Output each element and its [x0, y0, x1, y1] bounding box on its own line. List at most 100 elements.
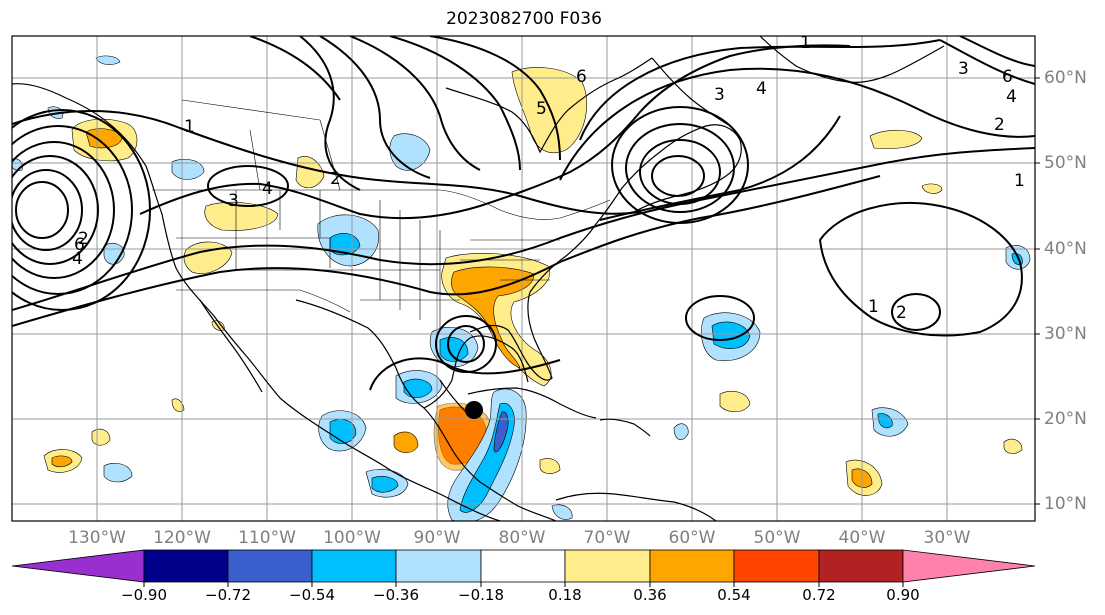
colorbar-tick-label: 0.90 [886, 586, 920, 604]
coast-gulf [295, 299, 529, 409]
contour-pacific-low-4 [12, 155, 99, 265]
warm-anomaly-atlantic-1 [921, 183, 943, 194]
contour-lines [12, 36, 1035, 391]
lon-tick-label: 130°W [68, 528, 126, 548]
cool-anomaly-gulf-core [439, 337, 469, 362]
colorbar-over-triangle [902, 549, 1036, 583]
coast-labrador [651, 57, 731, 127]
contour-label: 1 [184, 117, 195, 137]
coast-hudson [445, 57, 653, 154]
contour-label: 4 [262, 179, 273, 199]
contour-label: 3 [958, 59, 969, 79]
coast-yucatan [439, 379, 467, 413]
coast-baja [199, 299, 263, 393]
contour-jet-2 [12, 147, 1035, 311]
graticule [12, 36, 1035, 521]
contour-label: 4 [1006, 87, 1017, 107]
coast-cuba [467, 387, 597, 419]
coast-sa [555, 492, 717, 521]
contour-jet-4 [139, 44, 851, 220]
contour-ne-low-1 [611, 106, 749, 224]
colorbar-tick-label: −0.72 [205, 586, 251, 604]
colorbar-segment [143, 549, 229, 583]
contour-jet-10 [249, 36, 341, 101]
coast-florida [469, 291, 553, 381]
contour-ne-low-3 [639, 139, 721, 205]
coast-pacific-alaska [12, 83, 501, 521]
contour-atlantic-2 [891, 293, 941, 331]
lon-tick-label: 40°W [838, 528, 886, 548]
colorbar-segment [480, 549, 566, 583]
contour-ne-arc-3 [599, 115, 841, 221]
lon-tick-label: 60°W [668, 528, 716, 548]
cool-anomaly-atlantic-2-core [877, 413, 893, 429]
lat-tick-marks [1035, 77, 1040, 505]
contour-caribbean [369, 357, 561, 391]
contour-label: 6 [74, 235, 85, 255]
colorbar-tick-label: 0.36 [633, 586, 667, 604]
contour-jet-3 [12, 175, 881, 327]
lon-tick-label: 90°W [413, 528, 461, 548]
contour-pacific-low-6 [15, 181, 69, 239]
contour-gulf-small-2 [447, 325, 485, 363]
warm-anomaly-rockies-1 [204, 201, 279, 231]
lon-tick-label: 110°W [238, 528, 296, 548]
cool-anomaly-lesser-antilles [673, 423, 689, 440]
contour-atlantic-small [685, 295, 755, 341]
contour-ne-arc-5 [959, 36, 1035, 67]
cool-anomaly-alaska [95, 55, 121, 65]
contour-pacific-low-2 [12, 125, 133, 295]
colorbar-tick-label: −0.36 [373, 586, 419, 604]
contour-pacific-low-5 [12, 169, 83, 251]
contour-ne-arc-4 [939, 39, 1035, 85]
lon-tick-label: 120°W [153, 528, 211, 548]
cool-anomaly-bc [171, 159, 205, 180]
warm-anomaly-rockies-2 [183, 241, 233, 274]
warm-anomaly-montana [295, 156, 325, 189]
colorbar-tick-label: 0.72 [802, 586, 836, 604]
lon-tick-label: 70°W [583, 528, 631, 548]
contour-label: 2 [994, 115, 1005, 135]
warm-anomaly-caribbean-e [539, 458, 561, 474]
contour-jet-6 [319, 36, 431, 179]
colorbar-segment [564, 549, 651, 583]
contour-rockies-low [207, 165, 289, 207]
lat-tick-label: 30°N [1044, 324, 1087, 344]
cool-anomaly-atlantic-1-core [711, 321, 751, 349]
coast-hispaniola [599, 418, 651, 437]
contour-label: 1 [1014, 171, 1025, 191]
cool-anomaly-pacific-sw-core [371, 476, 399, 493]
contour-ne-low-2 [625, 123, 735, 213]
contour-label: 2 [78, 229, 89, 249]
colorbar-tick-label: −0.54 [289, 586, 335, 604]
contour-label: 2 [330, 169, 341, 189]
colorbar-tick-label: −0.18 [458, 586, 504, 604]
warm-anomaly-atlantic-2 [719, 391, 751, 413]
contour-label: 5 [536, 99, 547, 119]
lat-tick-label: 10°N [1044, 494, 1087, 514]
lon-tick-label: 80°W [498, 528, 546, 548]
contour-jet-9 [429, 36, 561, 161]
cool-anomaly-pacific-sw2 [103, 463, 133, 483]
coastlines [12, 36, 945, 521]
colorbar-segment [311, 549, 397, 583]
lat-tick-label: 60°N [1044, 68, 1087, 88]
contour-label: 4 [72, 249, 83, 269]
warm-anomaly-atlantic-4 [1003, 438, 1023, 454]
contour-pacific-low-3 [12, 141, 115, 279]
contour-jet-1 [12, 110, 641, 215]
cool-anomaly-caribbean-band-deep [493, 411, 509, 453]
contour-label: 6 [576, 67, 587, 87]
colorbar-segment [395, 549, 482, 583]
warm-anomaly-pacific-1-core [51, 455, 73, 468]
colorbar-segment [227, 549, 313, 583]
contour-atlantic-1 [818, 202, 1023, 337]
contour-ne-arc-1 [579, 39, 941, 141]
lat-tick-label: 50°N [1044, 153, 1087, 173]
lat-tick-label: 40°N [1044, 239, 1087, 259]
warm-anomaly-central-am [393, 431, 419, 454]
coast-east [529, 124, 742, 293]
colorbar-tick-label: −0.90 [121, 586, 167, 604]
contour-label: 2 [896, 303, 907, 323]
